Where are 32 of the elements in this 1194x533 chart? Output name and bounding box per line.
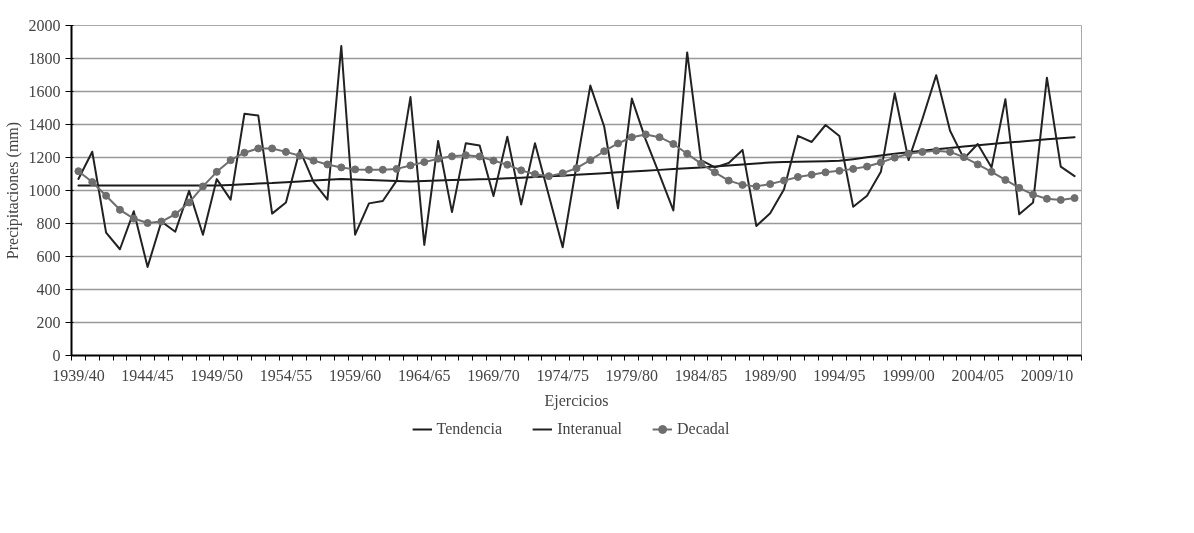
x-tick-label: 1964/65 (398, 366, 451, 384)
x-tick-label: 1969/70 (467, 366, 520, 384)
y-tick-label: 0 (52, 347, 61, 364)
y-tick-label: 600 (36, 248, 61, 265)
x-tick-label: 1954/55 (259, 366, 313, 384)
x-axis-title: Ejercicios (544, 391, 609, 410)
line-series (77, 44, 1076, 268)
x-tick-label: 1984/85 (674, 366, 728, 384)
legend-label: Decadal (676, 420, 730, 438)
x-tick-label: 1999/00 (882, 366, 935, 384)
x-tick-label: 1979/80 (605, 366, 659, 384)
y-tick-label: 1800 (28, 50, 61, 67)
y-tick-label: 1400 (28, 116, 61, 133)
y-tick-label: 2000 (28, 17, 61, 34)
y-tick-label: 1200 (28, 149, 61, 166)
y-tick-label: 1600 (28, 83, 61, 100)
y-tick-label: 200 (36, 314, 61, 331)
y-axis-title: Precipitaciones (mm) (3, 121, 22, 260)
y-tick-label: 1000 (28, 182, 61, 199)
x-tick-label: 1939/40 (52, 366, 105, 384)
y-tick-label: 800 (36, 215, 61, 232)
x-tick-label: 1944/45 (121, 366, 174, 384)
x-tick-label: 2009/10 (1020, 366, 1074, 384)
x-tick-label: 1994/95 (813, 366, 866, 384)
x-tick-label: 1974/75 (536, 366, 589, 384)
x-tick-label: 1959/60 (328, 366, 382, 384)
x-tick-label: 2004/05 (951, 366, 1004, 384)
legend-label: Tendencia (436, 420, 503, 438)
y-tick-label: 400 (36, 281, 61, 298)
x-tick-label: 1989/90 (743, 366, 797, 384)
x-tick-label: 1949/50 (190, 366, 243, 384)
legend-label: Interanual (557, 420, 622, 438)
